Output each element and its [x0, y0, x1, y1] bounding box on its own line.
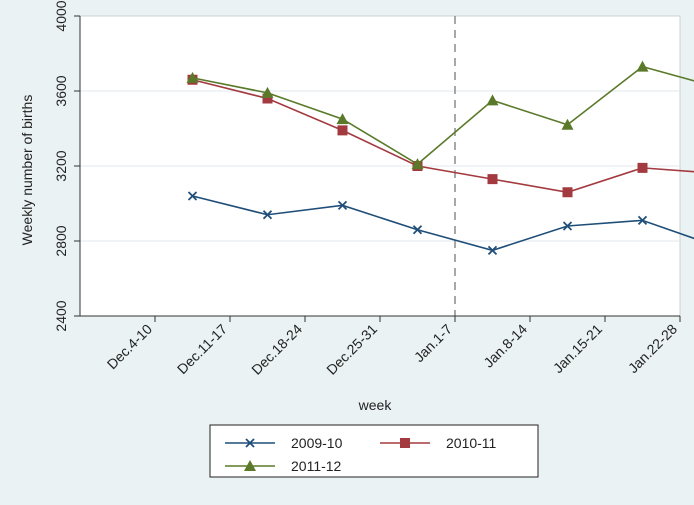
- series-line: [192, 78, 694, 194]
- data-point: [412, 225, 423, 235]
- legend: 2009-10 2010-11 2011-12: [209, 424, 539, 478]
- data-point: [187, 191, 198, 201]
- data-point: [186, 71, 199, 83]
- data-point: [561, 118, 574, 130]
- data-point: [487, 245, 498, 256]
- y-tick-label: 3200: [53, 150, 69, 181]
- data-point: [562, 187, 573, 198]
- series-2009-10: [187, 191, 694, 256]
- data-point: [337, 200, 348, 211]
- data-point: [562, 221, 573, 231]
- data-point: [637, 162, 648, 173]
- data-point: [262, 210, 273, 220]
- data-point: [486, 94, 499, 106]
- series-line: [192, 65, 694, 166]
- series-2011-12: [186, 60, 694, 170]
- x-tick-label: Jan.1-7: [411, 321, 455, 365]
- series-layer: [186, 60, 694, 256]
- x-tick-label: Dec.25-31: [323, 321, 380, 378]
- x-tick-label: Dec.11-17: [174, 321, 230, 377]
- y-tick-label: 4000: [53, 0, 69, 31]
- marker-stroke: [262, 210, 273, 220]
- marker-stroke: [187, 191, 198, 201]
- marker-stroke: [412, 225, 423, 235]
- legend-swatch-marker: [245, 438, 255, 448]
- y-tick-label: 2800: [53, 225, 69, 256]
- marker-stroke: [487, 245, 498, 256]
- legend-swatch-marker: [244, 460, 256, 471]
- grid-layer: [80, 90, 680, 242]
- y-tick-label: 3600: [53, 75, 69, 106]
- data-point: [336, 113, 349, 125]
- x-axis-title: week: [358, 397, 393, 413]
- marker-stroke: [337, 200, 348, 211]
- y-tick-label: 2400: [53, 300, 69, 331]
- legend-item: 2011-12: [225, 458, 342, 474]
- data-point: [637, 215, 648, 226]
- x-tick-label: Dec.18-24: [248, 321, 305, 378]
- legend-item: 2010-11: [380, 435, 497, 451]
- data-point: [337, 125, 348, 136]
- series-line: [192, 195, 694, 252]
- marker-stroke: [562, 221, 573, 231]
- marker-stroke: [245, 438, 255, 448]
- y-axis-title: Weekly number of births: [19, 95, 35, 246]
- legend-label: 2009-10: [291, 435, 343, 451]
- legend-item: 2009-10: [225, 435, 343, 451]
- x-tick-label: Jan.15-21: [550, 321, 605, 376]
- x-tick-label: Jan.8-14: [480, 321, 530, 371]
- data-point: [411, 158, 424, 170]
- data-point: [261, 86, 274, 98]
- marker-stroke: [637, 215, 648, 226]
- legend-swatch-marker: [400, 438, 410, 448]
- x-tick-label: Jan.22-28: [625, 321, 680, 376]
- legend-box: [209, 424, 539, 478]
- legend-label: 2010-11: [446, 435, 497, 451]
- data-point: [487, 174, 498, 185]
- legend-label: 2011-12: [291, 458, 342, 474]
- x-tick-label: Dec.4-10: [104, 321, 156, 373]
- data-point: [262, 93, 273, 104]
- data-point: [636, 60, 649, 72]
